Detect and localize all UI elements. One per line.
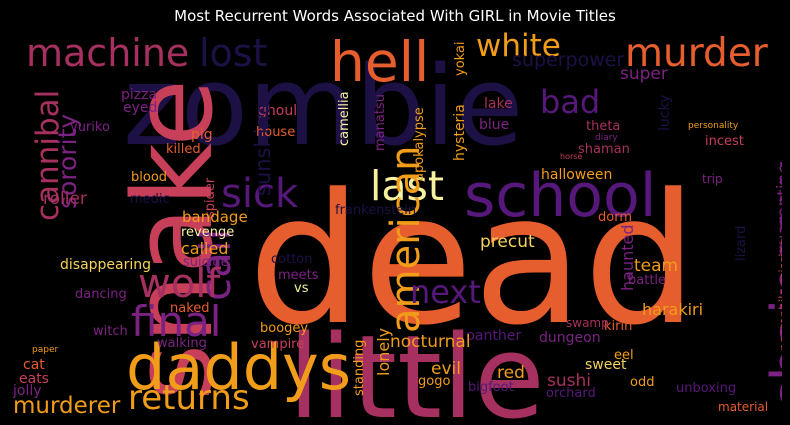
word-harakiri: harakiri (642, 300, 704, 319)
word-lucky: lucky (657, 94, 673, 131)
word-cat: cat (23, 357, 45, 373)
word-returns: returns (128, 378, 250, 418)
word-gogo: gogo (418, 374, 451, 389)
word-jolly: jolly (13, 383, 42, 399)
word-yuriko: yuriko (70, 120, 110, 135)
word-pig: pig (191, 127, 213, 143)
word-diary: diary (595, 133, 618, 143)
word-eyed: eyed (123, 100, 158, 116)
word-eats: eats (19, 371, 49, 387)
word-dead: dead (248, 156, 698, 365)
word-team: team (634, 256, 679, 276)
word-lake: lake (484, 96, 513, 112)
word-apokalypse: apokalypse (412, 107, 427, 181)
word-theta: theta (586, 119, 621, 134)
word-paper: paper (32, 345, 59, 355)
word-ghoul: ghoul (258, 103, 298, 119)
word-roller: roller (43, 189, 87, 209)
word-called: called (181, 239, 229, 258)
word-super: super (620, 64, 668, 84)
word-halloween: halloween (541, 167, 613, 183)
word-vampire: vampire (251, 337, 305, 352)
word-school: school (464, 161, 657, 231)
word-walking: walking (157, 336, 207, 351)
word-bigfoot: bigfoot (468, 380, 514, 395)
word-disappearing: disappearing (60, 257, 152, 273)
word-revenge: revenge (181, 225, 235, 240)
word-last: last (370, 162, 444, 210)
word-horse: horse (560, 152, 583, 161)
word-murderer: murderer (13, 393, 121, 419)
word-sushi: sushi (547, 371, 591, 391)
word-camellia: camellia (337, 91, 352, 146)
word-lost: lost (199, 31, 268, 75)
word-incest: incest (705, 134, 744, 149)
word-zombie: zombie (123, 42, 524, 170)
word-daddys: daddys (126, 331, 352, 404)
word-final: final (131, 297, 222, 346)
word-unboxing: unboxing (676, 381, 737, 396)
word-hysteria: hysteria (452, 104, 468, 161)
word-standing: standing (352, 339, 367, 396)
word-boogey: boogey (260, 321, 309, 336)
word-precut: precut (480, 232, 535, 252)
word-dungeon: dungeon (539, 330, 601, 346)
word-meets: meets (278, 268, 319, 283)
word-little: little (288, 311, 545, 425)
word-dancing: dancing (75, 287, 127, 302)
word-suicide: suicide (183, 255, 229, 270)
word-yokai: yokai (453, 41, 468, 76)
word-material: material (718, 400, 769, 414)
word-kirin: kirin (604, 319, 633, 334)
word-medic: medic (130, 192, 170, 207)
word-lizard: lizard (734, 225, 749, 261)
word-wolf: wolf (138, 261, 221, 307)
word-odd: odd (630, 375, 655, 390)
word-vs: vs (294, 281, 309, 296)
word-witch: witch (93, 324, 128, 339)
word-hell: hell (330, 31, 430, 94)
word-eel: eel (614, 348, 634, 363)
word-orchard: orchard (546, 386, 596, 401)
word-sweet: sweet (585, 357, 627, 373)
word-sick: sick (221, 171, 299, 217)
word-blood: blood (131, 170, 168, 185)
word-cloud: zombie dead little snake school daddys chainsa… (8, 31, 782, 425)
word-trip: trip (702, 172, 723, 186)
word-battle: battle (628, 273, 667, 288)
word-nocturnal: nocturnal (390, 332, 471, 352)
word-red: red (497, 363, 525, 383)
word-panther: panther (466, 328, 522, 344)
word-necrophile-missing: necrophile missing (777, 238, 782, 351)
word-naked: naked (170, 301, 210, 316)
word-evil: evil (431, 359, 461, 379)
word-killed: killed (166, 142, 201, 157)
word-bandage: bandage (182, 208, 248, 226)
word-superpower: superpower (512, 49, 625, 71)
word-swamp: swamp (566, 316, 609, 330)
word-personality: personality (688, 121, 739, 131)
word-pizza: pizza (121, 87, 158, 103)
word-white: white (476, 31, 561, 64)
word-next: next (410, 273, 481, 311)
word-murder: murder (625, 31, 768, 76)
word-bad: bad (540, 83, 601, 121)
word-dorm: dorm (598, 210, 632, 225)
word-machine: machine (26, 31, 190, 75)
word-manatsu: manatsu (373, 94, 388, 151)
word-sunshine: sunshine (251, 102, 275, 196)
word-blue: blue (479, 117, 510, 133)
word-frankenstein: frankenstein (335, 203, 417, 218)
figure-title: Most Recurrent Words Associated With GIR… (174, 7, 616, 25)
word-house: house (256, 125, 296, 140)
word-cotton: cotton (271, 252, 313, 267)
word-shaman: shaman (578, 142, 630, 157)
